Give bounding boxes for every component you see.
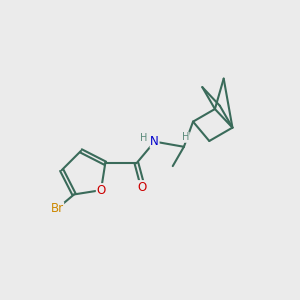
Text: Br: Br xyxy=(50,202,64,215)
Text: H: H xyxy=(182,132,189,142)
Text: H: H xyxy=(140,133,147,143)
Text: O: O xyxy=(96,184,106,197)
Text: O: O xyxy=(138,181,147,194)
Text: N: N xyxy=(150,135,159,148)
